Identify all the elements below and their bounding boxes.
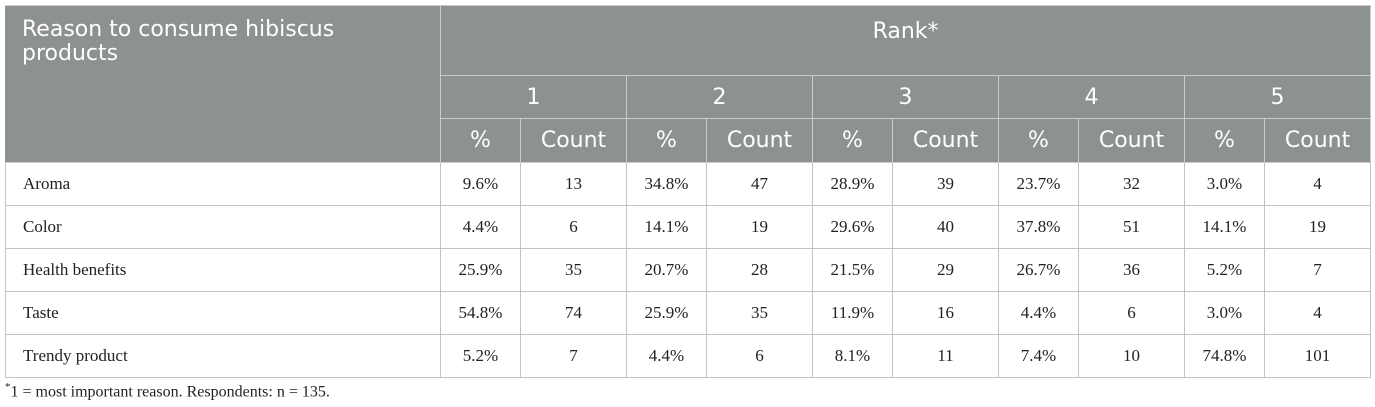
reason-column-header: Reason to consume hibiscus products [5, 5, 441, 163]
count-cell: 11 [892, 334, 999, 378]
pct-cell: 5.2% [440, 334, 521, 378]
count-cell: 35 [520, 248, 627, 292]
pct-cell: 4.4% [998, 291, 1079, 335]
pct-cell: 54.8% [440, 291, 521, 335]
pct-cell: 8.1% [812, 334, 893, 378]
data-table-container: Reason to consume hibiscus products Rank… [5, 5, 1372, 378]
count-cell: 28 [706, 248, 813, 292]
row-label: Health benefits [5, 248, 441, 292]
count-cell: 39 [892, 162, 999, 206]
pct-cell: 37.8% [998, 205, 1079, 249]
row-label: Trendy product [5, 334, 441, 378]
count-header: Count [706, 118, 813, 163]
pct-cell: 25.9% [440, 248, 521, 292]
count-cell: 101 [1263, 334, 1372, 378]
pct-cell: 9.6% [440, 162, 521, 206]
hibiscus-reasons-table: Reason to consume hibiscus products Rank… [5, 5, 1372, 378]
count-cell: 47 [706, 162, 813, 206]
count-cell: 35 [706, 291, 813, 335]
table-row: Health benefits 25.9% 35 20.7% 28 21.5% … [5, 248, 1372, 292]
pct-cell: 29.6% [812, 205, 893, 249]
count-cell: 16 [892, 291, 999, 335]
count-cell: 13 [520, 162, 627, 206]
count-cell: 6 [706, 334, 813, 378]
pct-cell: 28.9% [812, 162, 893, 206]
count-header: Count [520, 118, 627, 163]
count-cell: 6 [520, 205, 627, 249]
footnote-text: 1 = most important reason. Respondents: … [10, 383, 330, 401]
table-row: Trendy product 5.2% 7 4.4% 6 8.1% 11 7.4… [5, 334, 1372, 378]
pct-cell: 34.8% [626, 162, 707, 206]
count-cell: 19 [706, 205, 813, 249]
pct-cell: 4.4% [626, 334, 707, 378]
table-row: Taste 54.8% 74 25.9% 35 11.9% 16 4.4% 6 … [5, 291, 1372, 335]
pct-header: % [812, 118, 893, 163]
count-cell: 4 [1263, 162, 1372, 206]
count-cell: 6 [1078, 291, 1185, 335]
rank-3-header: 3 [812, 75, 999, 119]
pct-cell: 25.9% [626, 291, 707, 335]
rank-1-header: 1 [440, 75, 627, 119]
pct-cell: 3.0% [1184, 291, 1265, 335]
count-cell: 7 [520, 334, 627, 378]
pct-cell: 14.1% [626, 205, 707, 249]
pct-cell: 5.2% [1184, 248, 1265, 292]
pct-cell: 7.4% [998, 334, 1079, 378]
count-cell: 29 [892, 248, 999, 292]
pct-cell: 3.0% [1184, 162, 1265, 206]
pct-header: % [626, 118, 707, 163]
rank-header: Rank* [439, 5, 1372, 76]
row-label: Taste [5, 291, 441, 335]
pct-cell: 26.7% [998, 248, 1079, 292]
count-cell: 51 [1078, 205, 1185, 249]
count-cell: 74 [520, 291, 627, 335]
pct-cell: 4.4% [440, 205, 521, 249]
pct-header: % [1184, 118, 1265, 163]
rank-4-header: 4 [998, 75, 1185, 119]
count-cell: 7 [1263, 248, 1372, 292]
row-label: Color [5, 205, 441, 249]
pct-cell: 23.7% [998, 162, 1079, 206]
footnote-mark: * [5, 381, 11, 393]
rank-5-header: 5 [1183, 75, 1372, 119]
count-header: Count [1078, 118, 1185, 163]
pct-header: % [998, 118, 1079, 163]
count-cell: 19 [1263, 205, 1372, 249]
rank-2-header: 2 [626, 75, 813, 119]
pct-cell: 74.8% [1184, 334, 1265, 378]
table-footnote: *1 = most important reason. Respondents:… [5, 381, 330, 401]
count-cell: 10 [1078, 334, 1185, 378]
count-cell: 4 [1263, 291, 1372, 335]
row-label: Aroma [5, 162, 441, 206]
pct-cell: 11.9% [812, 291, 893, 335]
pct-cell: 14.1% [1184, 205, 1265, 249]
count-header: Count [1263, 118, 1372, 163]
pct-cell: 20.7% [626, 248, 707, 292]
count-header: Count [892, 118, 999, 163]
count-cell: 32 [1078, 162, 1185, 206]
pct-header: % [440, 118, 521, 163]
pct-cell: 21.5% [812, 248, 893, 292]
table-row: Color 4.4% 6 14.1% 19 29.6% 40 37.8% 51 … [5, 205, 1372, 249]
count-cell: 36 [1078, 248, 1185, 292]
table-row: Aroma 9.6% 13 34.8% 47 28.9% 39 23.7% 32… [5, 162, 1372, 206]
count-cell: 40 [892, 205, 999, 249]
